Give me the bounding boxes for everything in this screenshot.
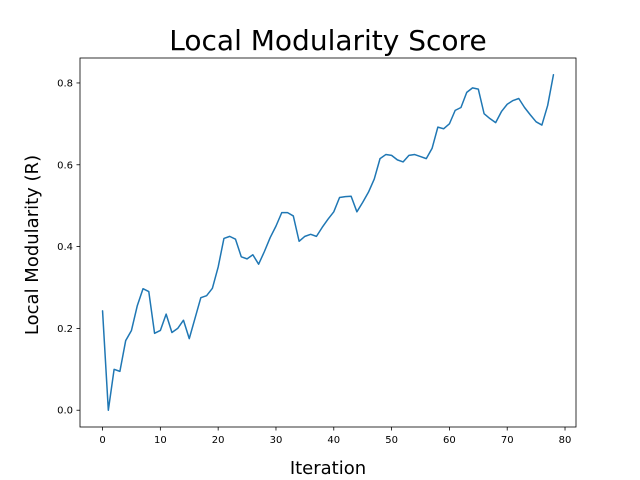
y-tick-label: 0.4 [57, 242, 73, 253]
x-tick-label: 30 [270, 435, 283, 446]
y-tick-label: 0.6 [57, 160, 73, 171]
x-tick-label: 0 [99, 435, 105, 446]
x-tick-label: 40 [327, 435, 340, 446]
plot-frame [79, 57, 577, 428]
x-axis-label: Iteration [290, 458, 366, 479]
x-tick-label: 70 [501, 435, 514, 446]
y-tick-label: 0.0 [57, 406, 73, 417]
plot-area: 0 10 20 30 40 50 60 70 80 0.0 0.2 0.4 0.6 0.8 [57, 57, 577, 446]
x-tick-label: 50 [385, 435, 398, 446]
series-line-0 [101, 74, 555, 411]
x-tick-label: 10 [154, 435, 167, 446]
x-tick-label: 60 [443, 435, 456, 446]
x-tick-label: 20 [212, 435, 225, 446]
y-tick-label: 0.2 [57, 324, 73, 335]
chart-title: Local Modularity Score [169, 24, 486, 57]
y-tick-label: 0.8 [57, 78, 73, 89]
y-axis-label: Local Modularity (R) [22, 155, 43, 335]
x-tick-label: 80 [559, 435, 572, 446]
